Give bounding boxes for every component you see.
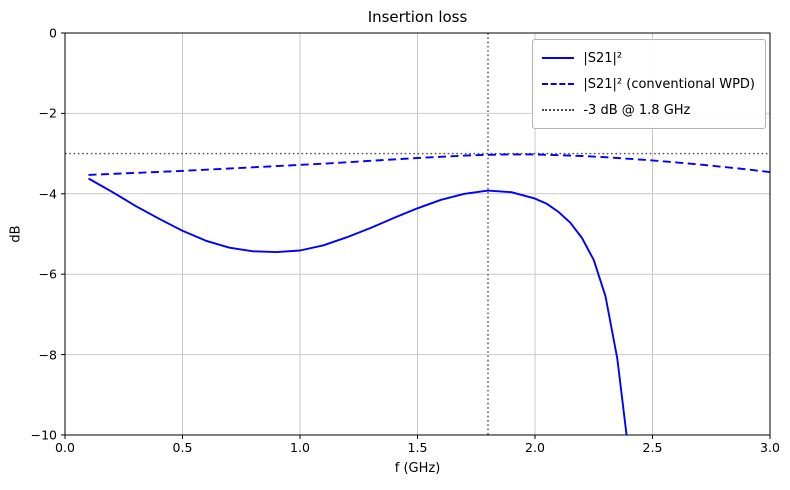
x-tick-label: 2.5 (642, 440, 663, 455)
y-tick-label: −2 (38, 105, 57, 121)
legend-entry: |S21|² (conventional WPD) (542, 71, 755, 97)
x-tick-label: 3.0 (760, 440, 780, 455)
y-axis-label: dB (8, 225, 24, 243)
y-tick-label: −8 (38, 347, 57, 363)
x-tick-label: 0.5 (172, 440, 193, 455)
legend-label: |S21|² (conventional WPD) (583, 76, 755, 92)
x-tick-label: 2.0 (525, 440, 545, 455)
x-tick-label: 0.0 (55, 440, 75, 455)
y-tick-label: −4 (38, 186, 57, 202)
x-tick-label: 1.0 (290, 440, 310, 455)
legend-entry: |S21|² (542, 45, 755, 71)
chart-title: Insertion loss (367, 8, 468, 26)
series-s21-proposed (88, 177, 628, 435)
legend: |S21|² |S21|² (conventional WPD) -3 dB @ 1… (532, 39, 766, 129)
legend-line-sample-solid (542, 57, 575, 59)
x-axis-label: f (GHz) (394, 461, 441, 476)
legend-line-sample-dotted (542, 109, 575, 111)
x-tick-label: 1.5 (407, 440, 428, 455)
y-tick-label: 0 (49, 25, 57, 41)
legend-line-sample-dashed (542, 83, 575, 85)
series-s21-conventional-wpd (88, 153, 770, 176)
legend-entry: -3 dB @ 1.8 GHz (542, 97, 755, 123)
y-tick-label: −10 (30, 427, 57, 443)
y-tick-label: −6 (38, 266, 57, 282)
legend-label: -3 dB @ 1.8 GHz (583, 102, 691, 118)
legend-label: |S21|² (583, 50, 623, 66)
